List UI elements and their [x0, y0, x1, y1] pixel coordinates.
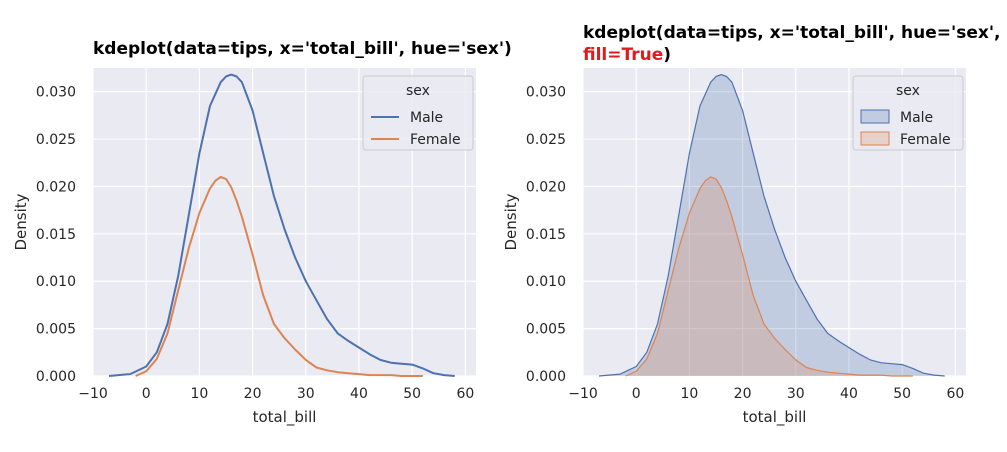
- y-tick-label: 0.005: [36, 322, 76, 338]
- legend-label-male: Male: [410, 110, 443, 126]
- density-line-female: [135, 176, 423, 377]
- x-tick-label: 20: [244, 386, 262, 402]
- y-axis-label: Density: [12, 193, 30, 250]
- y-tick-label: 0.015: [36, 227, 76, 243]
- x-tick-label: 40: [350, 386, 368, 402]
- chart-right: −10 0 10 20 30 40 50 60 0.000 0.005 0.010 0.015 0.02…: [502, 23, 1001, 427]
- x-tick-label: −10: [568, 386, 598, 402]
- x-axis-label: total_bill: [253, 408, 317, 427]
- y-tick-label: 0.010: [36, 274, 76, 290]
- legend-label-male: Male: [900, 110, 933, 126]
- legend-box: [362, 75, 474, 151]
- chart-title: kdeplot(data=tips, x='total_bill', hue='…: [583, 23, 1001, 43]
- y-tick-label: 0.030: [36, 85, 76, 101]
- density-line-male: [108, 73, 455, 377]
- density-line-male: [598, 74, 945, 377]
- x-tick-label: 10: [680, 386, 698, 402]
- x-tick-label: 0: [142, 386, 151, 402]
- title-fill-keyword: fill=True: [583, 45, 663, 65]
- x-axis-label: total_bill: [743, 408, 807, 427]
- chart-left: −10 0 10 20 30 40 50 60 0.000 0.005 0.010 0.015 0.02…: [12, 39, 512, 427]
- chart-title-line2: fill=True): [583, 45, 671, 65]
- y-tick-label: 0.000: [36, 369, 76, 385]
- x-tick-label: 30: [297, 386, 315, 402]
- x-tick-label: 0: [632, 386, 641, 402]
- y-tick-label: 0.025: [36, 132, 76, 148]
- y-tick-label: 0.010: [526, 274, 566, 290]
- x-tick-label: 50: [403, 386, 421, 402]
- x-tick-label: 60: [946, 386, 964, 402]
- y-tick-label: 0.020: [526, 179, 566, 195]
- legend-title: sex: [406, 83, 430, 99]
- title-close-paren: ): [663, 45, 671, 65]
- density-line-female: [625, 176, 913, 377]
- legend-label-female: Female: [410, 132, 461, 148]
- density-area-male: [599, 74, 945, 376]
- legend-swatch-male: [860, 109, 890, 124]
- y-tick-label: 0.005: [526, 322, 566, 338]
- x-tick-label: −10: [78, 386, 108, 402]
- y-tick-label: 0.025: [526, 132, 566, 148]
- x-tick-label: 60: [456, 386, 474, 402]
- chart-title: kdeplot(data=tips, x='total_bill', hue='…: [93, 39, 512, 59]
- y-tick-label: 0.030: [526, 85, 566, 101]
- x-tick-label: 40: [840, 386, 858, 402]
- y-tick-label: 0.020: [36, 179, 76, 195]
- legend-swatch-female: [860, 131, 890, 146]
- x-tick-label: 10: [190, 386, 208, 402]
- y-tick-label: 0.015: [526, 227, 566, 243]
- y-axis-label: Density: [502, 193, 520, 250]
- legend-title: sex: [896, 83, 920, 99]
- density-area-female: [625, 177, 913, 376]
- x-tick-label: 20: [734, 386, 752, 402]
- x-tick-label: 30: [787, 386, 805, 402]
- legend-label-female: Female: [900, 132, 951, 148]
- x-tick-label: 50: [893, 386, 911, 402]
- y-tick-label: 0.000: [526, 369, 566, 385]
